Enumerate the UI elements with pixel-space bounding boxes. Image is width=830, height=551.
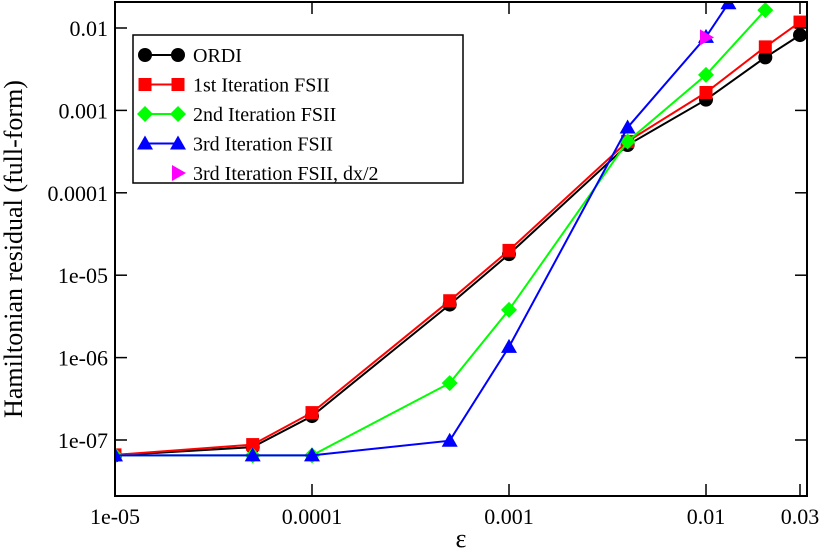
legend: ORDI 1st Iteration FSII 2nd Iteration FSII… (132, 34, 464, 185)
x-tick-label: 0.001 (484, 504, 534, 529)
data-point-3rd-iteration-fsii (501, 338, 518, 353)
legend-marker-3rd-iteration-fsii (170, 135, 186, 150)
series-3rd-iteration-fsii-dx-2 (700, 29, 715, 46)
legend-item-1st-iteration-fsii: 1st Iteration FSII (138, 75, 330, 97)
y-axis-label: Hamiltonian residual (full-form) (0, 80, 28, 418)
data-point-1st-iteration-fsii (758, 40, 772, 54)
legend-label-ordi: ORDI (193, 45, 242, 67)
y-tick-label: 1e-05 (58, 263, 108, 288)
legend-marker-ordi (171, 48, 185, 62)
legend-label-3rd-iteration-fsii: 3rd Iteration FSII (193, 134, 333, 156)
legend-marker-3rd-iteration-fsii-dx-2 (172, 165, 186, 181)
data-point-3rd-iteration-fsii (304, 447, 321, 462)
data-point-2nd-iteration-fsii (757, 2, 774, 19)
data-point-1st-iteration-fsii (699, 85, 713, 99)
legend-marker-ordi (138, 48, 152, 62)
x-tick-label: 0.01 (687, 504, 726, 529)
y-tick-label: 0.001 (59, 98, 109, 123)
y-tick-label: 0.01 (70, 16, 109, 41)
legend-marker-3rd-iteration-fsii (137, 135, 153, 150)
data-point-2nd-iteration-fsii (619, 133, 636, 150)
legend-item-ordi: ORDI (138, 45, 242, 67)
data-point-3rd-iteration-fsii (244, 447, 261, 462)
data-point-1st-iteration-fsii (793, 15, 807, 29)
data-point-1st-iteration-fsii (246, 438, 260, 452)
series-3rd-iteration-fsii (115, 2, 737, 462)
legend-marker-2nd-iteration-fsii (170, 106, 186, 122)
legend-label-3rd-iteration-fsii-dx-2: 3rd Iteration FSII, dx/2 (193, 163, 379, 185)
data-point-1st-iteration-fsii (443, 294, 457, 308)
legend-label-2nd-iteration-fsii: 2nd Iteration FSII (193, 104, 336, 126)
data-point-1st-iteration-fsii (502, 243, 516, 257)
data-point-3rd-iteration-fsii (115, 447, 123, 462)
data-point-3rd-iteration-fsii (441, 432, 458, 447)
x-tick-label: 0.03 (781, 504, 820, 529)
data-point-ordi (793, 28, 807, 43)
plot-frame (114, 1, 808, 497)
y-tick-label: 1e-06 (58, 346, 108, 371)
legend-item-3rd-iteration-fsii: 3rd Iteration FSII (137, 134, 333, 156)
legend-box (132, 34, 464, 184)
x-tick-label: 1e-05 (90, 504, 140, 529)
data-point-3rd-iteration-fsii-dx-2 (700, 29, 715, 46)
legend-marker-2nd-iteration-fsii (137, 106, 153, 122)
y-tick-label: 1e-07 (58, 428, 108, 453)
x-tick-label: 0.0001 (282, 504, 343, 529)
data-point-1st-iteration-fsii (305, 406, 319, 420)
series-layer (115, 2, 807, 464)
legend-label-1st-iteration-fsii: 1st Iteration FSII (193, 75, 330, 97)
data-point-3rd-iteration-fsii (720, 2, 737, 10)
data-point-2nd-iteration-fsii (501, 301, 518, 318)
data-point-2nd-iteration-fsii (441, 375, 458, 392)
series-line-3rd-iteration-fsii (115, 2, 730, 457)
data-point-2nd-iteration-fsii (698, 66, 715, 83)
legend-item-2nd-iteration-fsii: 2nd Iteration FSII (137, 104, 336, 126)
legend-marker-1st-iteration-fsii (138, 78, 152, 91)
axis-ticks: 1e-05 0.0001 0.001 0.01 0.03 1e-07 1e-06 1e-05 0… (48, 2, 820, 529)
data-point-3rd-iteration-fsii (619, 119, 636, 134)
legend-marker-1st-iteration-fsii (171, 78, 185, 91)
y-tick-label: 0.0001 (48, 181, 109, 206)
legend-item-3rd-iteration-fsii-dx-2: 3rd Iteration FSII, dx/2 (172, 163, 379, 185)
data-point-ordi (758, 50, 773, 65)
x-axis-label: ε (456, 524, 467, 551)
